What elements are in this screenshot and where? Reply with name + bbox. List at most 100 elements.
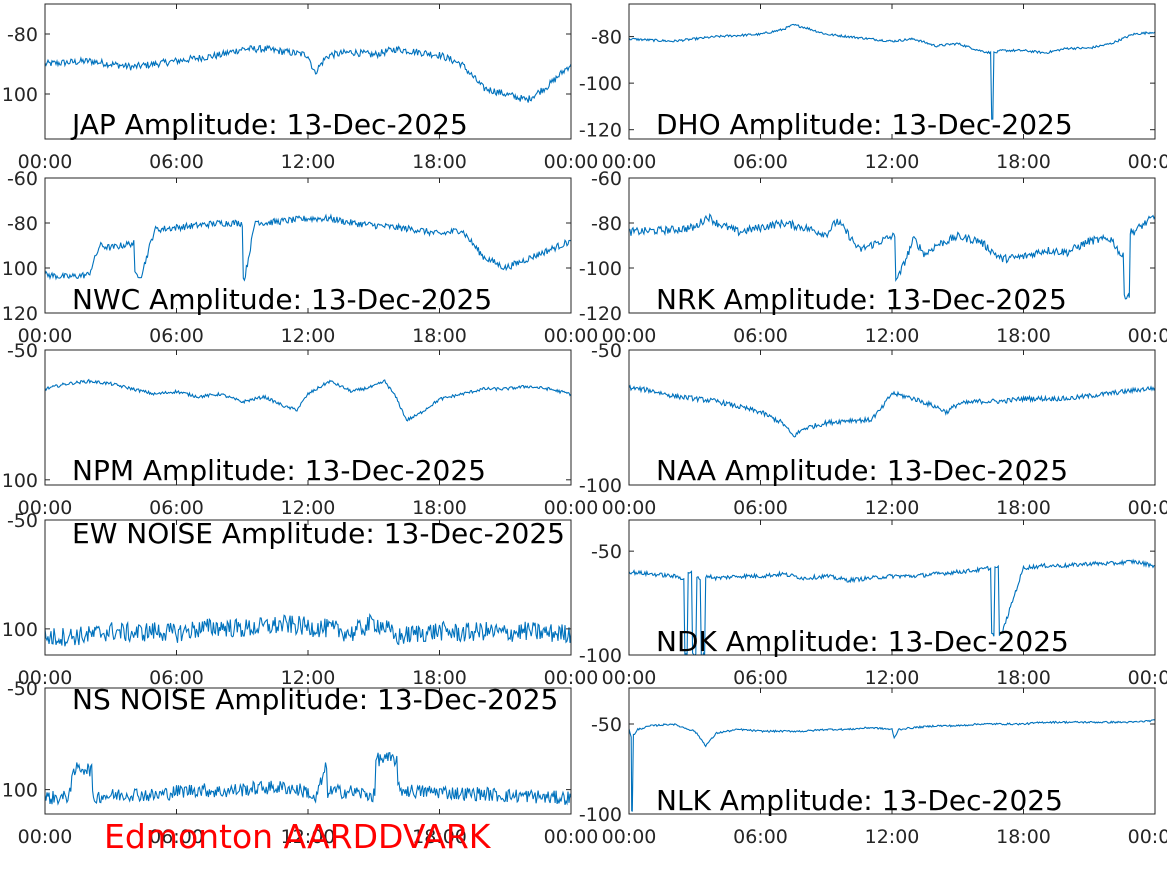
x-tick-label-9-1: 06:00 [733, 826, 788, 848]
y-tick-label-7-0: -50 [591, 541, 622, 563]
x-tick-label-5-1: 06:00 [733, 497, 788, 519]
y-tick-label-5-0: -50 [591, 340, 622, 362]
x-tick-label-9-4: 00:00 [1128, 826, 1167, 848]
x-tick-label-5-4: 00:00 [1128, 497, 1167, 519]
x-tick-label-0-2: 12:00 [281, 151, 336, 173]
panel-title-3: NRK Amplitude: 13-Dec-2025 [656, 283, 1067, 316]
x-tick-label-4-2: 12:00 [281, 497, 336, 519]
panel-title-5: NAA Amplitude: 13-Dec-2025 [656, 454, 1068, 487]
y-tick-label-5-1: -100 [579, 475, 622, 497]
y-tick-label-9-1: -100 [579, 804, 622, 826]
x-tick-label-5-2: 12:00 [865, 497, 920, 519]
x-tick-label-0-1: 06:00 [149, 151, 204, 173]
x-tick-label-3-1: 06:00 [733, 325, 788, 347]
y-tick-label-2-1: -80 [7, 213, 38, 235]
x-tick-label-8-2: 12:00 [281, 826, 336, 848]
panel-4: 00:00 06:00 12:00 18:00 00:00 -50 100 NPM Ampli… [2, 340, 599, 519]
panel-2: 00:00 06:00 12:00 18:00 00:00 -60 -80 100 120 NWC… [2, 168, 599, 347]
y-tick-label-3-1: -80 [591, 213, 622, 235]
x-tick-label-8-4: 00:00 [544, 826, 599, 848]
y-tick-label-4-0: -50 [7, 340, 38, 362]
x-tick-label-3-2: 12:00 [865, 325, 920, 347]
panel-7: 00:00 06:00 12:00 18:00 00:00 -50 -100 NDK Ampl… [579, 519, 1167, 689]
x-tick-label-2-3: 18:00 [412, 325, 467, 347]
y-tick-label-0-1: 100 [2, 84, 38, 106]
series-line-3-0 [629, 213, 1155, 300]
y-tick-label-8-1: 100 [2, 780, 38, 802]
x-tick-label-6-0: 00:00 [18, 667, 73, 689]
panel-title-4: NPM Amplitude: 13-Dec-2025 [72, 454, 486, 487]
series-line-4-0 [45, 378, 571, 422]
x-tick-label-2-0: 00:00 [18, 325, 73, 347]
x-tick-label-6-4: 00:00 [544, 667, 599, 689]
y-tick-label-2-3: 120 [2, 303, 38, 325]
panel-0: 00:00 06:00 12:00 18:00 00:00 -80 100 JAP Ampli… [2, 3, 598, 173]
panel-title-6: EW NOISE Amplitude: 13-Dec-2025 [72, 517, 565, 550]
x-tick-label-7-4: 00:00 [1128, 667, 1167, 689]
footer-label: Edmonton AARDDVARK [104, 817, 491, 856]
x-tick-label-3-3: 18:00 [996, 325, 1051, 347]
y-tick-label-1-0: -80 [591, 27, 622, 49]
x-tick-label-5-3: 18:00 [996, 497, 1051, 519]
x-tick-label-3-4: 00:00 [1128, 325, 1167, 347]
y-tick-label-4-1: 100 [2, 470, 38, 492]
series-line-1-0 [629, 23, 1155, 120]
panel-9: 00:00 06:00 12:00 18:00 00:00 -50 -100 NLK Ampl… [579, 687, 1167, 848]
y-tick-label-2-0: -60 [7, 168, 38, 190]
x-tick-label-8-1: 06:00 [149, 826, 204, 848]
series-line-6-0 [45, 613, 571, 647]
panel-8: 00:00 06:00 12:00 18:00 00:00 -50 100 NS NOISE … [2, 678, 599, 848]
y-tick-label-7-1: -100 [579, 645, 622, 667]
panel-3: 00:00 06:00 12:00 18:00 00:00 -60 -80 -100 -120 N… [579, 168, 1167, 347]
x-tick-label-7-3: 18:00 [996, 667, 1051, 689]
x-tick-label-3-0: 00:00 [602, 325, 657, 347]
x-tick-label-9-3: 18:00 [996, 826, 1051, 848]
x-tick-label-0-3: 18:00 [412, 151, 467, 173]
x-tick-label-8-0: 00:00 [18, 826, 73, 848]
y-tick-label-3-3: -120 [579, 303, 622, 325]
x-tick-label-6-1: 06:00 [149, 667, 204, 689]
panel-5: 00:00 06:00 12:00 18:00 00:00 -50 -100 NAA Ampl… [579, 340, 1167, 519]
y-tick-label-9-0: -50 [591, 714, 622, 736]
y-tick-label-8-0: -50 [7, 678, 38, 700]
y-tick-label-1-2: -120 [579, 120, 622, 142]
series-line-8-0 [45, 751, 571, 806]
y-tick-label-6-1: 100 [2, 619, 38, 641]
panel-title-8: NS NOISE Amplitude: 13-Dec-2025 [72, 683, 558, 716]
panel-title-2: NWC Amplitude: 13-Dec-2025 [72, 283, 492, 316]
panel-title-1: DHO Amplitude: 13-Dec-2025 [656, 108, 1073, 141]
x-tick-label-1-4: 00:00 [1128, 151, 1167, 173]
series-line-5-0 [629, 384, 1155, 438]
y-tick-label-0-0: -80 [7, 24, 38, 46]
panel-title-0: JAP Amplitude: 13-Dec-2025 [70, 108, 468, 141]
panel-6: 00:00 06:00 12:00 18:00 00:00 -50 100 EW NOISE … [2, 510, 599, 689]
y-tick-label-6-0: -50 [7, 510, 38, 532]
x-tick-label-7-0: 00:00 [602, 667, 657, 689]
x-tick-label-2-4: 00:00 [544, 325, 599, 347]
x-tick-label-9-0: 00:00 [602, 826, 657, 848]
y-tick-label-2-2: 100 [2, 258, 38, 280]
series-line-7-0 [629, 558, 1155, 655]
x-tick-label-4-0: 00:00 [18, 497, 73, 519]
series-line-0-0 [45, 44, 571, 103]
x-tick-label-1-0: 00:00 [602, 151, 657, 173]
panel-title-9: NLK Amplitude: 13-Dec-2025 [656, 784, 1063, 817]
x-tick-label-0-0: 00:00 [18, 151, 73, 173]
y-tick-label-3-0: -60 [591, 168, 622, 190]
x-tick-label-7-1: 06:00 [733, 667, 788, 689]
series-line-2-0 [45, 213, 571, 282]
x-tick-label-7-2: 12:00 [865, 667, 920, 689]
panel-1: 00:00 06:00 12:00 18:00 00:00 -80 -100 -120 DHO … [579, 3, 1167, 173]
y-tick-label-3-2: -100 [579, 258, 622, 280]
x-tick-label-2-1: 06:00 [149, 325, 204, 347]
x-tick-label-4-4: 00:00 [544, 497, 599, 519]
y-tick-label-1-1: -100 [579, 73, 622, 95]
panel-title-7: NDK Amplitude: 13-Dec-2025 [656, 625, 1069, 658]
x-tick-label-5-0: 00:00 [602, 497, 657, 519]
x-tick-label-6-3: 18:00 [412, 667, 467, 689]
x-tick-label-1-3: 18:00 [996, 151, 1051, 173]
x-tick-label-9-2: 12:00 [865, 826, 920, 848]
series-line-9-0 [629, 718, 1155, 812]
x-tick-label-4-1: 06:00 [149, 497, 204, 519]
